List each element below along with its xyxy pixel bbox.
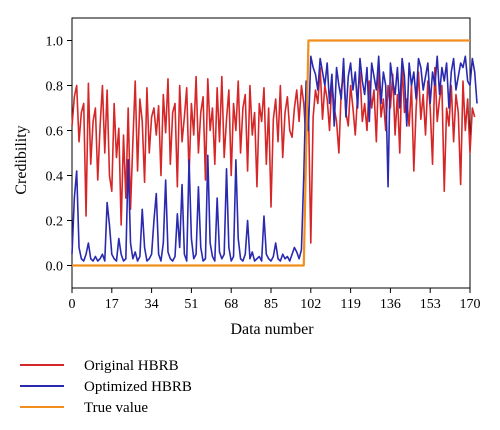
- series-line-1: [71, 62, 476, 244]
- series-layer: [71, 39, 478, 267]
- y-tick-label: 0.8: [46, 80, 64, 95]
- series-line-2: [71, 55, 478, 262]
- legend: Original HBRB Optimized HBRB True value: [20, 358, 192, 416]
- y-axis-title: Credibility: [13, 125, 30, 194]
- x-tick-label: 119: [340, 297, 360, 312]
- x-tick-label: 136: [380, 297, 401, 312]
- series-line-3: [72, 39, 470, 267]
- x-tick-label: 68: [224, 297, 238, 312]
- x-tick-label: 102: [300, 297, 321, 312]
- x-tick-label: 17: [105, 297, 119, 312]
- x-tick-label: 0: [69, 297, 76, 312]
- x-tick-label: 51: [184, 297, 198, 312]
- x-axis-title: Data number: [230, 321, 314, 338]
- legend-label: Original HBRB: [84, 358, 179, 374]
- x-axis-ticks: 0 17 34 51 68 85 102 119 136 153 170: [69, 288, 481, 312]
- y-tick-label: 0.0: [46, 260, 64, 275]
- legend-label: True value: [84, 400, 148, 416]
- x-tick-label: 34: [145, 297, 159, 312]
- y-tick-label: 0.4: [46, 170, 64, 185]
- y-tick-label: 0.2: [46, 215, 64, 230]
- y-tick-label: 1.0: [46, 35, 64, 50]
- x-tick-label: 170: [460, 297, 481, 312]
- x-tick-label: 153: [420, 297, 441, 312]
- y-axis-ticks: 0.0 0.2 0.4 0.6 0.8 1.0: [46, 35, 72, 275]
- legend-label: Optimized HBRB: [84, 379, 192, 395]
- y-tick-label: 0.6: [46, 125, 64, 140]
- x-tick-label: 85: [264, 297, 278, 312]
